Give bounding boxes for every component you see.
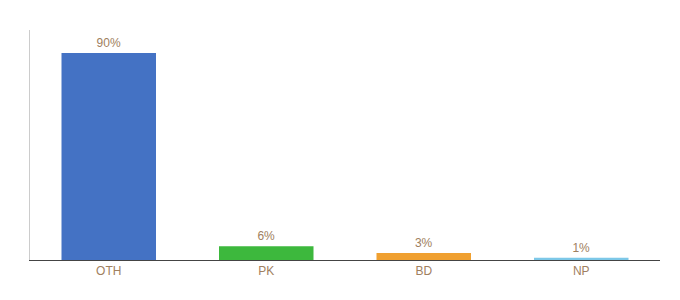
svg-text:NP: NP [573,264,590,278]
svg-text:3%: 3% [415,236,433,250]
svg-text:6%: 6% [257,229,275,243]
svg-text:BD: BD [415,264,432,278]
svg-text:OTH: OTH [96,264,121,278]
svg-text:PK: PK [258,264,274,278]
svg-text:1%: 1% [572,241,590,255]
svg-text:90%: 90% [97,36,121,50]
